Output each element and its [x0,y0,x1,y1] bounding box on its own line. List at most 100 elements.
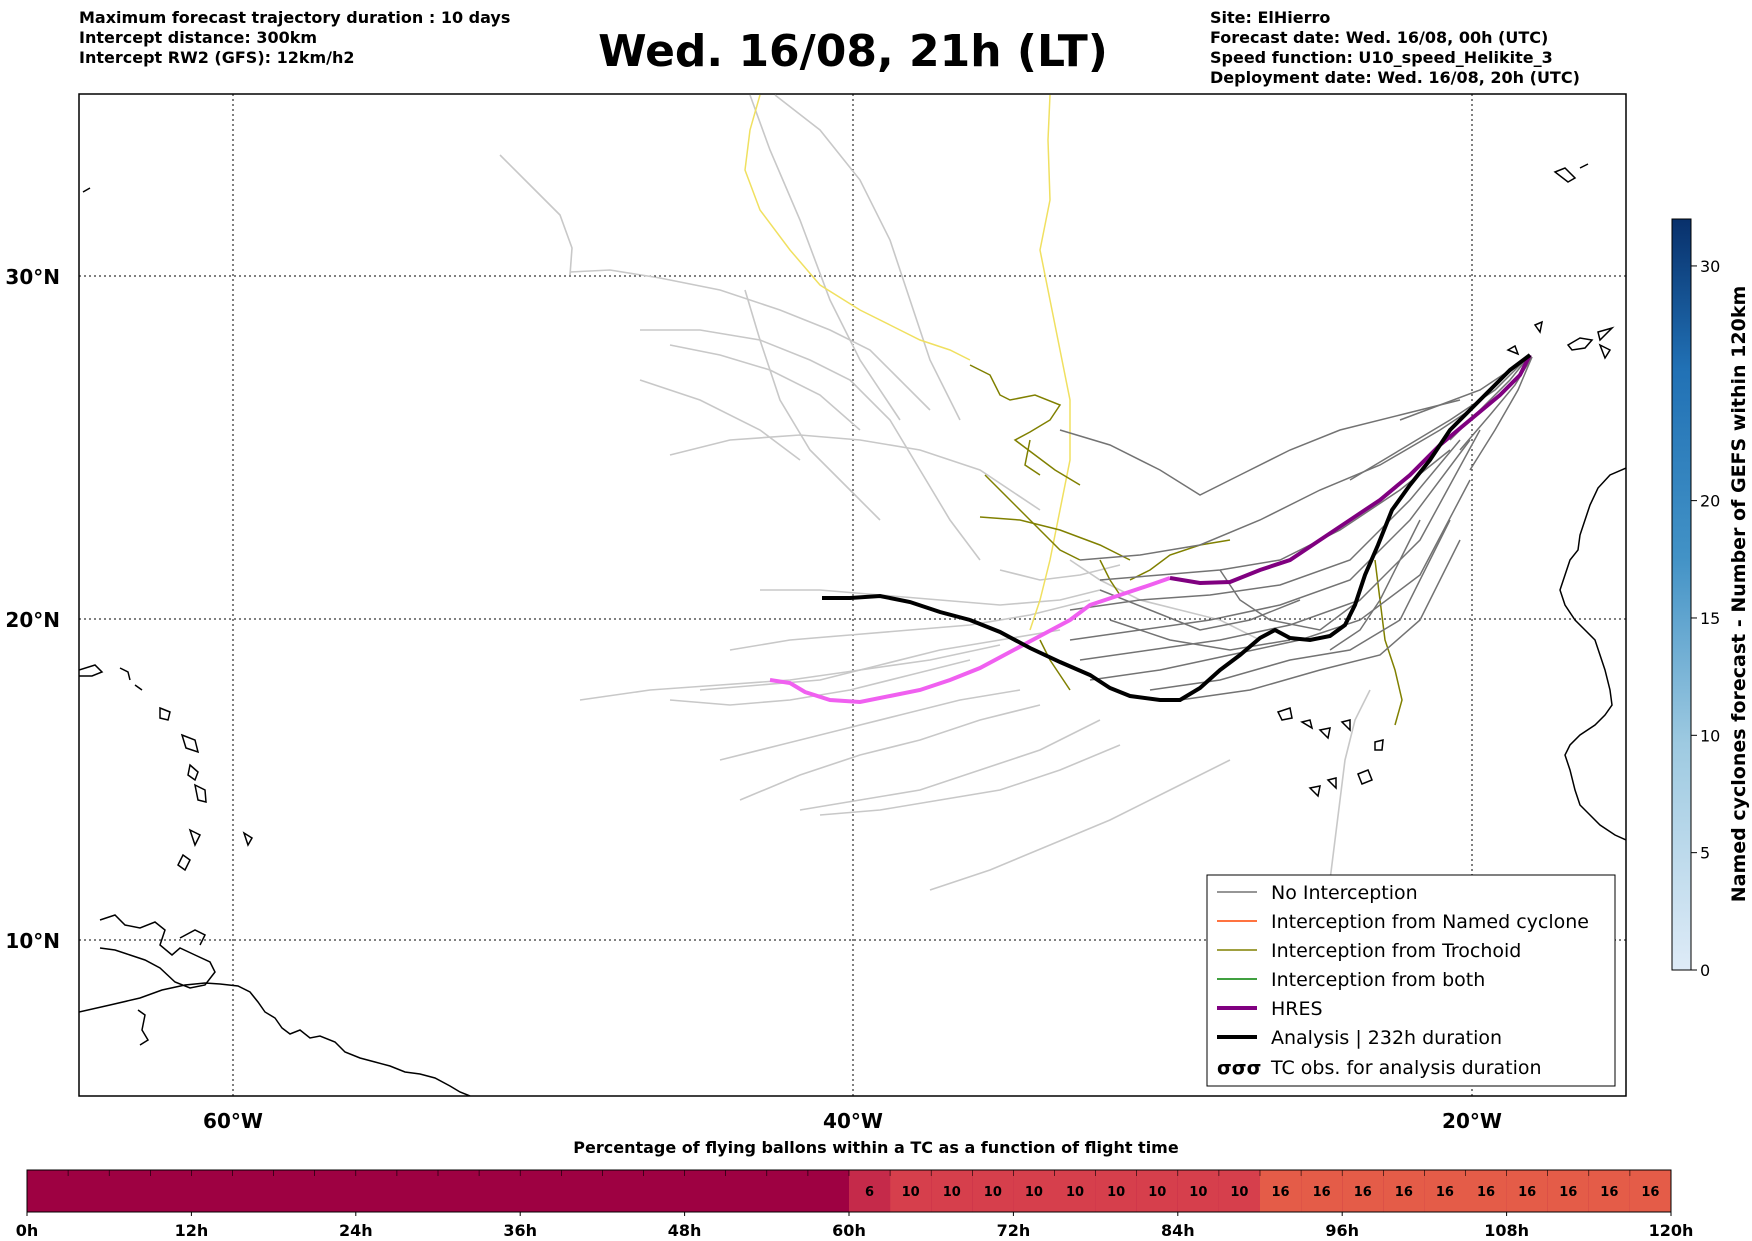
intercept-rw2-text: Intercept RW2 (GFS): 12km/h2 [79,48,355,67]
legend-label-tc-obs: TC obs. for analysis duration [1270,1057,1542,1079]
bar-segment [1465,1170,1507,1212]
site-text: Site: ElHierro [1210,8,1331,27]
island-coast-a [137,1009,150,1046]
light-track [819,744,1121,816]
bar-segment [1588,1170,1630,1212]
bar-segment-value: 16 [1436,1185,1454,1200]
light-track [669,434,1041,511]
bar-segment-value: 6 [865,1185,874,1200]
canary-coast-d [1533,320,1544,334]
light-track [499,154,573,276]
light-track [719,689,1021,761]
trochoid-tracks [969,364,1403,726]
island-coast-l [82,187,91,193]
bar-segment-value: 10 [943,1185,961,1200]
gray-track [1079,429,1481,661]
bar-tick-label: 96h [1325,1221,1359,1240]
gray-track [1079,429,1441,561]
caribbean-islands [99,914,216,989]
bar-segment-value: 16 [1477,1185,1495,1200]
speed-function-text: Speed function: U10_speed_Helikite_3 [1210,48,1553,67]
coastlines [79,163,1626,1096]
olive-track [1039,639,1071,691]
light-track [760,589,1101,606]
island-coast-e [159,706,171,721]
bar-segment [1013,1170,1055,1212]
no-interception-tracks [1059,354,1533,701]
bar-segment [1177,1170,1219,1212]
bar-segment [890,1170,932,1212]
trinidad-coast [179,929,207,946]
olive-track [969,364,1081,486]
bar-segment-value: 10 [902,1185,920,1200]
colorbar-tick-label: 20 [1700,492,1720,511]
bar-segment-value: 10 [1230,1185,1248,1200]
azores-coast-b [1579,163,1589,169]
bar-segment-value: 16 [1641,1185,1659,1200]
island-coast-b [79,664,104,677]
bar-segment-value: 16 [1518,1185,1536,1200]
legend: No Interception Interception from Named … [1206,874,1616,1087]
lon-label-60: 60°W [203,1109,263,1133]
bar-segment [1424,1170,1466,1212]
island-coast-j [177,853,191,872]
colorbar-gradient [1671,218,1692,971]
bar-segment [849,1170,891,1212]
intercept-distance-text: Intercept distance: 300km [79,28,318,47]
lat-label-30: 30°N [5,265,60,289]
lon-label-20: 20°W [1442,1109,1502,1133]
cape-verde-c [1318,727,1331,740]
max-duration-text: Maximum forecast trajectory duration : 1… [79,8,511,27]
light-track [739,704,1041,801]
colorbar-label: Named cyclones forecast - Number of GEFS… [1728,286,1750,903]
yellow-track [744,94,971,361]
colorbar-tick-label: 0 [1700,961,1710,980]
olive-track [1099,559,1121,596]
light-track [1069,559,1261,641]
yellow-track [1029,94,1071,631]
gray-track [1349,354,1531,481]
gray-track [1099,449,1451,581]
lon-label-40: 40°W [823,1109,883,1133]
gray-track [1219,569,1361,631]
lat-label-10: 10°N [5,929,60,953]
legend-label-no-interception: No Interception [1271,882,1418,904]
forecast-date-text: Forecast date: Wed. 16/08, 00h (UTC) [1210,28,1549,47]
cape-verde-e [1374,739,1384,751]
gray-track [1069,439,1461,611]
light-track [569,269,931,411]
bar-segment-value: 16 [1559,1185,1577,1200]
bar-segment [1342,1170,1384,1212]
bar-tick-label: 48h [668,1221,702,1240]
deployment-date-text: Deployment date: Wed. 16/08, 20h (UTC) [1210,68,1580,87]
olive-track [979,516,1131,561]
cape-verde-d [1340,719,1351,732]
south-america-coast [79,982,471,1096]
bar-segment-value: 16 [1272,1185,1290,1200]
bar-segment-value: 10 [984,1185,1002,1200]
bar-tick-label: 84h [1161,1221,1195,1240]
light-track [699,629,1061,691]
bar-tick-label: 12h [175,1221,209,1240]
bar-segment-value: 10 [1066,1185,1084,1200]
gray-track [1109,619,1291,651]
olive-track [984,474,1081,561]
bar-segment [1301,1170,1343,1212]
colorbar-ticks: 0 5 10 15 20 30 [1691,257,1720,980]
cape-verde-a [1276,707,1293,721]
hres-track-late [1169,354,1532,586]
gray-track [1099,589,1301,631]
gray-track [1329,519,1421,651]
bar-segment-value: 16 [1354,1185,1372,1200]
bar-segments: 6 10 10 10 10 10 10 10 10 10 16 16 16 16 16 16 16 16 16 16 [849,1170,1671,1212]
cape-verde-b [1300,719,1314,730]
yellow-tracks [744,94,1071,631]
light-track [639,379,801,461]
bar-segment [1054,1170,1096,1212]
island-coast-i [188,828,202,847]
bar-segment-value: 10 [1148,1185,1166,1200]
island-coast-k [242,831,254,847]
light-track [799,719,1101,811]
gray-track [1179,539,1461,701]
canary-coast-e [1506,344,1520,356]
